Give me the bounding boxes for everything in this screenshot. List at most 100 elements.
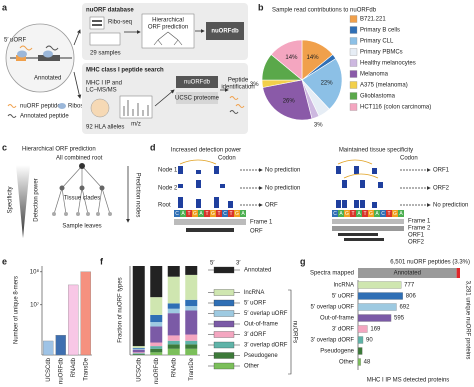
bar-segment xyxy=(150,297,163,315)
y-tick-label: 5′ uORF xyxy=(332,294,354,300)
nucleotide-cell xyxy=(204,210,210,217)
nucleotide: G xyxy=(193,211,197,217)
panel-a: 5′ uORF Annotated nuORF peptide Annotate… xyxy=(4,3,255,134)
nucleotide: T xyxy=(205,211,208,217)
nucleotide-cell xyxy=(216,210,222,217)
nucleotide-cell xyxy=(332,210,338,217)
legend-swatch xyxy=(349,81,358,89)
legend-swatch xyxy=(349,15,358,23)
bar-segment xyxy=(185,348,198,355)
legend-label: Primary B cells xyxy=(360,28,400,34)
nucleotide: A xyxy=(357,211,361,217)
bar-segment xyxy=(167,308,180,314)
legend-label: B721.221 xyxy=(360,17,386,23)
panel-label: a xyxy=(2,2,8,12)
frame-label: Frame 2 xyxy=(408,226,431,232)
mz: m/z xyxy=(131,122,141,128)
frame-label: ORF1 xyxy=(408,233,425,239)
result-label: No prediction xyxy=(265,186,300,192)
data-label: 806 xyxy=(406,294,417,300)
detection-power: Detection power xyxy=(34,178,40,221)
identification: Peptide xyxy=(228,78,249,84)
bar-segment xyxy=(150,348,163,353)
bar-segment xyxy=(167,266,180,277)
bar-segment xyxy=(132,352,145,354)
bar-segment xyxy=(185,340,198,345)
legend-swatch xyxy=(213,320,235,328)
y-tick-label: Pseudogene xyxy=(320,349,354,355)
d-left-title: Increased detection power xyxy=(171,148,241,154)
data-label: 90 xyxy=(366,338,373,344)
legend-swatch xyxy=(213,352,235,359)
frame-label: ORF xyxy=(250,229,263,235)
nucleotide: G xyxy=(369,211,373,217)
codon-label: Codon xyxy=(218,156,236,162)
nucleotide-cell xyxy=(350,210,356,217)
legend-label: Glioblastoma xyxy=(360,94,396,100)
bar-segment xyxy=(150,342,163,347)
pie-slice xyxy=(270,39,303,81)
end-label: 3′ xyxy=(236,261,241,267)
x-tick-label: UCSCdb xyxy=(136,357,142,381)
legend-swatch xyxy=(349,59,358,67)
nucleotide: T xyxy=(351,211,354,217)
nucleotide-cell xyxy=(174,210,180,217)
nucleotide: G xyxy=(345,211,349,217)
x-tick-label: TransDe xyxy=(189,357,195,380)
x-tick-label: UCSCdb xyxy=(46,357,52,381)
y-tick-label: 10⁷ xyxy=(30,301,39,308)
bar xyxy=(357,303,397,311)
panel-d: Increased detection power Maintained tis… xyxy=(158,148,468,246)
data-label: 26% xyxy=(283,99,296,105)
x-axis-label: MHC I IP MS detected proteins xyxy=(367,378,450,384)
bar-segment xyxy=(132,348,145,350)
nucleotide: T xyxy=(229,211,232,217)
legend-label: Annotated xyxy=(244,268,271,274)
orf-prediction: Hierarchical xyxy=(152,18,184,24)
nucleotide-cell xyxy=(198,210,204,217)
annotated-label: Annotated xyxy=(34,76,61,82)
row-label: Node 2 xyxy=(158,186,178,192)
bar-segment xyxy=(185,334,198,341)
bar-segment xyxy=(185,306,198,311)
x-tick-label: nuORFdb xyxy=(154,357,160,384)
panel-label: b xyxy=(258,2,264,12)
legend-nuorf: nuORF peptide xyxy=(20,104,61,110)
nucleotide-cell xyxy=(234,210,240,217)
nucleotide-cell xyxy=(362,210,368,217)
bar-segment xyxy=(150,352,163,355)
nucleotide-cell xyxy=(228,210,234,217)
bar-segment xyxy=(150,346,163,349)
legend-label: A375 (melanoma) xyxy=(360,83,408,89)
db-ucsc: UCSC proteome xyxy=(175,96,220,102)
panel-label: f xyxy=(100,256,104,266)
legend-label: 5′ overlap uORF xyxy=(244,311,288,317)
nucleotide-cell xyxy=(338,210,344,217)
y-tick-label: Other xyxy=(339,360,354,366)
frame-label: ORF2 xyxy=(408,240,425,246)
ms-method: MHC I IP and xyxy=(86,81,122,87)
legend-label: HCT116 (colon carcinoma) xyxy=(360,105,431,111)
clades-label: Tissue clades xyxy=(64,196,100,202)
nucleotide-cell xyxy=(392,210,398,217)
y-tick-label: 5′ overlap uORF xyxy=(311,305,355,311)
orf-prediction: ORF prediction xyxy=(148,25,188,31)
y-tick-label: 10⁸ xyxy=(30,268,40,275)
bar-segment xyxy=(185,266,198,275)
bar-segment xyxy=(456,268,460,278)
pie-slice xyxy=(301,58,343,110)
bar-segment xyxy=(150,266,163,298)
bar-segment xyxy=(167,276,180,304)
bar-segment xyxy=(132,346,145,348)
bar xyxy=(357,314,392,322)
legend-label: Other xyxy=(244,364,259,370)
y-tick-label: 3′ dORF xyxy=(332,327,354,333)
search-title: MHC class I peptide search xyxy=(86,68,164,74)
nucleotide: A xyxy=(181,211,185,217)
pie-slice xyxy=(262,79,313,121)
legend-label: Melanoma xyxy=(360,72,389,78)
bar xyxy=(357,281,402,289)
nucleotide-cell xyxy=(398,210,404,217)
legend-swatch xyxy=(349,37,358,45)
